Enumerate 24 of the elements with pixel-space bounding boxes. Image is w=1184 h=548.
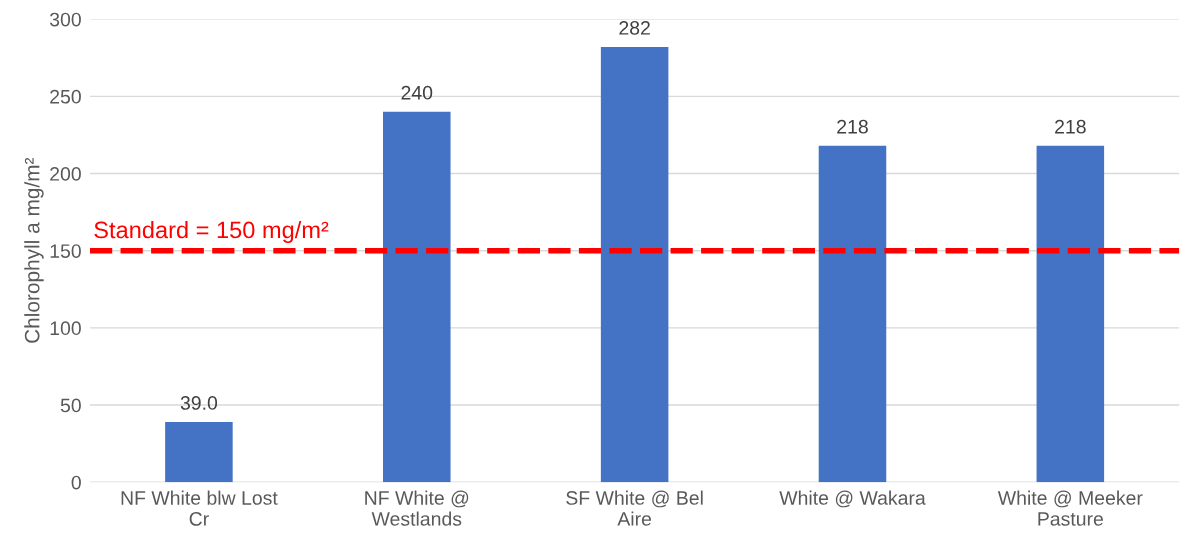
x-tick-label: SF White @ Bel Aire bbox=[566, 490, 703, 526]
data-label: 282 bbox=[619, 21, 650, 35]
bar bbox=[165, 422, 233, 483]
x-tick-label: NF White @ Westlands bbox=[365, 490, 469, 526]
y-tick-label: 150 bbox=[50, 244, 81, 258]
bar bbox=[383, 111, 451, 483]
y-tick-label: 100 bbox=[50, 321, 81, 336]
y-tick-label: 50 bbox=[60, 398, 81, 413]
data-label: 39.0 bbox=[180, 396, 218, 410]
bar bbox=[600, 46, 669, 483]
data-label: 240 bbox=[401, 85, 433, 100]
x-tick-label: White @ Wakara bbox=[779, 490, 926, 508]
bar bbox=[818, 145, 887, 483]
data-label: 218 bbox=[837, 119, 868, 134]
y-tick-label: 200 bbox=[50, 167, 81, 181]
y-tick-label: 250 bbox=[50, 89, 81, 104]
y-tick-label: 0 bbox=[71, 475, 81, 490]
ref-line-label: Standard = 150 mg/m² bbox=[94, 220, 329, 243]
y-axis-title: Chlorophyll a mg/m² bbox=[24, 157, 44, 343]
bar bbox=[1036, 145, 1105, 483]
x-tick-label: NF White blw Lost Cr bbox=[121, 490, 278, 526]
x-tick-label: White @ Meeker Pasture bbox=[997, 490, 1143, 526]
y-tick-label: 300 bbox=[49, 12, 81, 27]
data-label: 218 bbox=[1055, 119, 1086, 134]
